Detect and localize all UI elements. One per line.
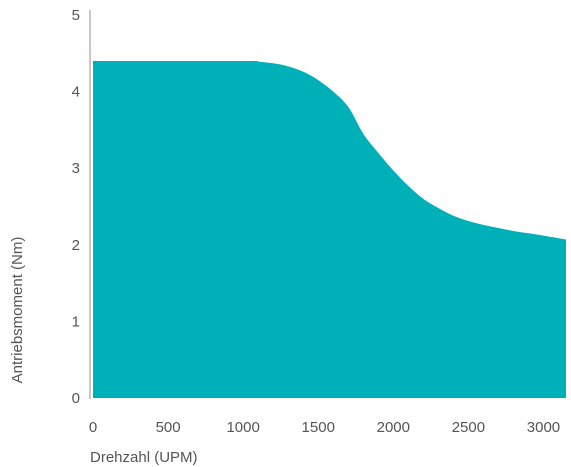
torque-area: [93, 60, 566, 399]
x-tick-label: 3000: [527, 419, 560, 436]
x-tick-label: 2000: [377, 419, 410, 436]
x-tick-labels: 0 500 1000 1500 2000 2500 3000: [89, 419, 560, 436]
y-tick-label: 5: [72, 7, 80, 24]
x-tick-label: 1500: [302, 419, 335, 436]
x-tick-label: 1000: [226, 419, 259, 436]
x-tick-label: 0: [89, 419, 97, 436]
y-tick-label: 4: [72, 84, 80, 101]
y-tick-labels: 0 1 2 3 4 5: [72, 7, 80, 407]
x-axis-label: Drehzahl (UPM): [90, 449, 198, 466]
area-layer: [93, 60, 566, 399]
y-tick-label: 3: [72, 160, 80, 177]
y-tick-label: 0: [72, 390, 80, 407]
x-tick-label: 500: [156, 419, 181, 436]
x-tick-label: 2500: [452, 419, 485, 436]
y-axis-label: Antriebsmoment (Nm): [9, 237, 26, 384]
y-tick-label: 1: [72, 313, 80, 330]
y-tick-label: 2: [72, 237, 80, 254]
